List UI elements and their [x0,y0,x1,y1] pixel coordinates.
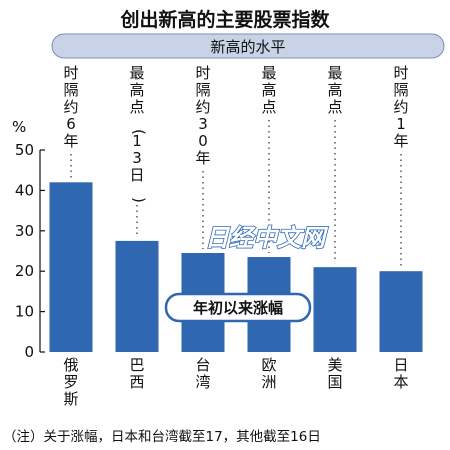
x-category-label: 美国 [327,356,342,391]
watermark: 日经中文网 [205,224,329,252]
x-category-label: 日本 [393,356,408,391]
x-category-label: 欧洲 [261,356,276,391]
bar-annotation: 最高点 [327,64,342,116]
x-axis-categories: 俄罗斯 巴西 台湾 欧洲 美国 日本 [63,356,408,408]
bars [49,182,423,352]
annotations: 时隔约 6 年 最高点(1 3 日) 时隔约 3 0 年 最高点 最高点 时隔约 1 年 [63,64,409,268]
y-axis-label: % [12,118,26,136]
y-axis: 0 10 20 30 40 50% [12,118,45,361]
callout-label: 年初以来涨幅 [193,299,283,317]
bar [115,240,159,352]
level-band-label: 新高的水平 [210,38,285,56]
x-category-label: 台湾 [195,356,210,391]
y-tick-label: 50 [15,141,34,159]
y-tick-label: 30 [15,222,34,240]
bar [379,271,423,352]
bar-annotation: 时隔约 1 年 [393,64,408,150]
bar [49,182,93,352]
bar-annotation: 最高点(1 3 日) [129,64,148,203]
level-band [51,33,445,59]
bar-annotation: 时隔约 6 年 [63,64,78,150]
y-tick-label: 0 [24,343,34,361]
chart-title: 创出新高的主要股票指数 [119,8,330,31]
bar-annotation: 时隔约 3 0 年 [195,64,210,167]
x-category-label: 俄罗斯 [63,356,78,408]
y-tick-label: 20 [15,262,34,280]
footnote: （注）关于涨幅，日本和台湾截至17，其他截至16日 [3,428,321,445]
y-tick-label: 10 [15,303,34,321]
y-tick-label: 40 [15,181,34,199]
bar [313,267,357,352]
callout-box [164,292,312,323]
bar-annotation: 最高点 [261,64,276,116]
x-category-label: 巴西 [129,356,144,391]
